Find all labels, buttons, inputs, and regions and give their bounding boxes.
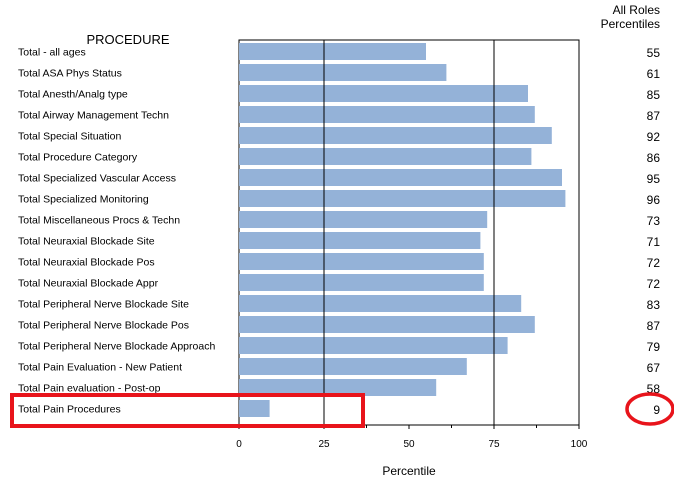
value-header-line1: All Roles [613, 3, 660, 17]
bar [239, 127, 552, 144]
bar [239, 253, 484, 270]
percentile-value-label: 71 [647, 235, 661, 249]
percentile-value-label: 87 [647, 109, 661, 123]
category-label: Total Procedure Category [18, 152, 138, 164]
category-label: Total Neuraxial Blockade Pos [18, 257, 155, 269]
x-tick-label: 0 [236, 439, 242, 450]
category-label: Total Neuraxial Blockade Appr [18, 278, 159, 290]
value-header-line2: Percentiles [601, 17, 660, 31]
category-label: Total Special Situation [18, 131, 121, 143]
category-label: Total Airway Management Techn [18, 110, 169, 122]
bar [239, 316, 535, 333]
percentile-value-label: 85 [647, 88, 661, 102]
bar [239, 211, 488, 228]
bar [239, 148, 532, 165]
highlight-circle [625, 392, 674, 426]
bar [239, 43, 426, 60]
percentile-value-label: 87 [647, 319, 661, 333]
bar [239, 106, 535, 123]
percentile-value-label: 55 [647, 46, 661, 60]
category-label: Total Pain Evaluation - New Patient [18, 362, 182, 374]
percentile-value-label: 72 [647, 277, 661, 291]
category-label: Total Pain Procedures [18, 404, 121, 416]
percentile-value-label: 67 [647, 361, 661, 375]
percentile-value-label: 83 [647, 298, 661, 312]
bar [239, 295, 522, 312]
bar [239, 190, 566, 207]
x-tick-label: 50 [403, 439, 415, 450]
percentile-value-label: 61 [647, 67, 661, 81]
highlight-box [10, 393, 365, 428]
percentile-value-label: 9 [653, 403, 660, 417]
category-label: Total Pain evaluation - Post-op [18, 383, 161, 395]
x-tick-label: 25 [318, 439, 330, 450]
bar [239, 169, 562, 186]
category-label: Total Peripheral Nerve Blockade Pos [18, 320, 189, 332]
bar [239, 232, 481, 249]
percentile-value-label: 96 [647, 193, 661, 207]
bar [239, 337, 508, 354]
category-label: Total Peripheral Nerve Blockade Site [18, 299, 189, 311]
percentile-value-label: 73 [647, 214, 661, 228]
bar [239, 379, 437, 396]
percentile-value-label: 79 [647, 340, 661, 354]
category-label: Total Peripheral Nerve Blockade Approach [18, 341, 215, 353]
percentile-value-label: 72 [647, 256, 661, 270]
category-label: Total Neuraxial Blockade Site [18, 236, 155, 248]
category-label: Total ASA Phys Status [18, 68, 122, 80]
category-label: Total Anesth/Analg type [18, 89, 128, 101]
bar [239, 274, 484, 291]
bar [239, 400, 270, 417]
percentile-value-label: 86 [647, 151, 661, 165]
bar [239, 85, 528, 102]
row-header: PROCEDURE [86, 32, 169, 47]
category-label: Total Specialized Monitoring [18, 194, 149, 206]
x-tick-label: 100 [571, 439, 588, 450]
x-tick-label: 75 [488, 439, 500, 450]
category-label: Total Specialized Vascular Access [18, 173, 176, 185]
x-axis-label: Percentile [382, 464, 436, 478]
bar [239, 64, 447, 81]
category-label: Total Miscellaneous Procs & Techn [18, 215, 180, 227]
percentile-value-label: 95 [647, 172, 661, 186]
category-label: Total - all ages [18, 47, 86, 59]
percentile-value-label: 92 [647, 130, 661, 144]
bar [239, 358, 467, 375]
